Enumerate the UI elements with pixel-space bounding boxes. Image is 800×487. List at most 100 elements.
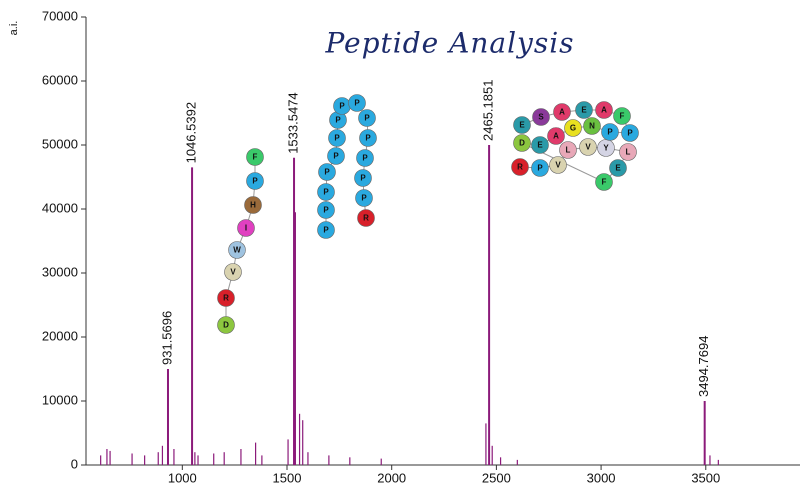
amino-bead: D [514, 135, 531, 152]
peak-label: 931.5696 [159, 311, 174, 365]
bead-letter: P [333, 152, 339, 161]
y-tick-label: 10000 [42, 392, 78, 407]
bead-letter: W [233, 246, 241, 255]
amino-bead: F [614, 108, 631, 125]
amino-bead: V [225, 264, 242, 281]
bead-letter: P [360, 174, 366, 183]
amino-bead: R [218, 290, 235, 307]
amino-bead: A [548, 128, 565, 145]
bead-letter: V [555, 161, 561, 170]
amino-bead: P [328, 148, 345, 165]
bead-letter: P [354, 99, 360, 108]
x-tick-label: 2000 [377, 470, 406, 485]
amino-bead: E [514, 117, 531, 134]
bead-letter: E [519, 121, 525, 130]
bead-letter: P [323, 188, 329, 197]
y-tick-label: 60000 [42, 72, 78, 87]
amino-bead: W [229, 242, 246, 259]
amino-bead: A [554, 104, 571, 121]
bead-letter: P [323, 226, 329, 235]
x-tick-label: 3000 [587, 470, 616, 485]
bead-letter: N [589, 122, 595, 131]
bead-letter: P [364, 114, 370, 123]
chart: Peptide Analysis a.i. 010000200003000040… [0, 0, 800, 487]
peak-label: 3494.7694 [696, 336, 711, 397]
bead-letter: P [627, 129, 633, 138]
amino-bead: P [357, 150, 374, 167]
bead-letter: R [223, 294, 229, 303]
bead-letter: P [339, 102, 345, 111]
y-tick-label: 20000 [42, 328, 78, 343]
amino-bead: V [580, 139, 597, 156]
amino-bead: N [584, 118, 601, 135]
amino-bead: P [318, 184, 335, 201]
bead-letter: A [553, 132, 559, 141]
amino-bead: P [318, 222, 335, 239]
bead-letter: I [245, 224, 247, 233]
chart-title: Peptide Analysis [324, 27, 574, 60]
amino-bead: E [610, 160, 627, 177]
x-tick-label: 1500 [273, 470, 302, 485]
bead-letter: E [615, 164, 621, 173]
bead-letter: V [585, 143, 591, 152]
bead-letter: D [519, 139, 525, 148]
amino-bead: V [550, 157, 567, 174]
bead-letter: F [602, 178, 607, 187]
y-tick-label: 40000 [42, 200, 78, 215]
bead-letter: V [230, 268, 236, 277]
amino-bead: H [245, 197, 262, 214]
amino-bead: E [532, 137, 549, 154]
amino-bead: P [247, 173, 264, 190]
peak-label: 1533.5474 [285, 92, 300, 153]
amino-bead: P [349, 95, 366, 112]
amino-bead: L [620, 144, 637, 161]
bead-letter: D [223, 321, 229, 330]
amino-bead: R [358, 210, 375, 227]
y-tick-label: 0 [71, 456, 78, 471]
amino-bead: P [356, 190, 373, 207]
amino-bead: F [596, 174, 613, 191]
bead-letter: E [581, 106, 587, 115]
bead-letter: L [626, 148, 631, 157]
amino-bead: G [565, 120, 582, 137]
bead-letter: L [566, 146, 571, 155]
bead-letter: Y [603, 144, 609, 153]
bead-letter: A [601, 106, 607, 115]
bead-letter: G [570, 124, 576, 133]
amino-bead: S [533, 109, 550, 126]
amino-bead: P [622, 125, 639, 142]
amino-bead: P [359, 110, 376, 127]
amino-bead: P [334, 98, 351, 115]
amino-bead: P [319, 164, 336, 181]
amino-bead: P [532, 160, 549, 177]
bead-letter: S [538, 113, 544, 122]
x-tick-label: 3500 [691, 470, 720, 485]
amino-bead: P [329, 130, 346, 147]
amino-bead: P [602, 124, 619, 141]
y-axis-label: a.i. [8, 21, 20, 36]
bead-letter: P [362, 154, 368, 163]
bead-letter: F [620, 112, 625, 121]
peak-label: 1046.5392 [183, 102, 198, 163]
bead-letter: P [607, 128, 613, 137]
bead-letter: P [324, 168, 330, 177]
y-tick-label: 70000 [42, 8, 78, 23]
bead-letter: E [537, 141, 543, 150]
bead-letter: P [365, 134, 371, 143]
peak-label: 2465.1851 [481, 80, 496, 141]
y-tick-label: 50000 [42, 136, 78, 151]
x-tick-label: 2500 [482, 470, 511, 485]
bead-letter: P [537, 164, 543, 173]
bead-letter: P [252, 177, 258, 186]
bead-letter: F [253, 153, 258, 162]
bead-letter: R [363, 214, 369, 223]
amino-bead: F [247, 149, 264, 166]
amino-bead: D [218, 317, 235, 334]
amino-bead: A [596, 102, 613, 119]
amino-bead: P [318, 202, 335, 219]
amino-bead: P [360, 130, 377, 147]
bead-letter: A [559, 108, 565, 117]
amino-bead: I [238, 220, 255, 237]
amino-bead: E [576, 102, 593, 119]
x-tick-label: 1000 [168, 470, 197, 485]
